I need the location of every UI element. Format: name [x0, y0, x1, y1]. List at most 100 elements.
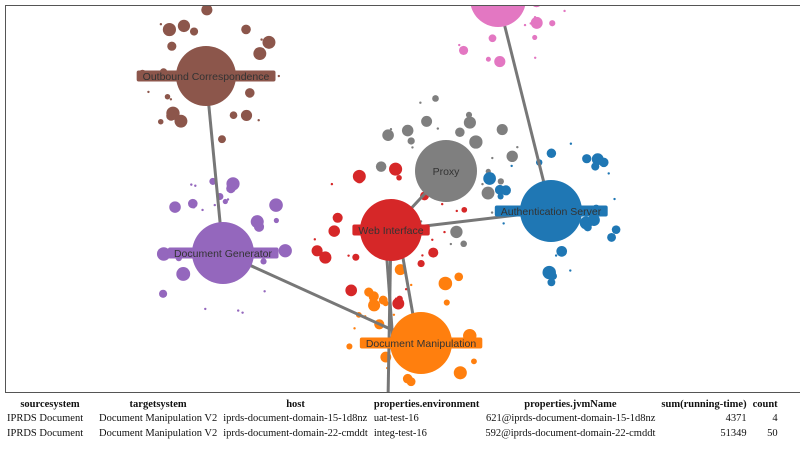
satellite-dot-auth — [569, 269, 572, 272]
satellite-dot-docgen — [260, 258, 267, 265]
satellite-dot-pink — [533, 56, 537, 59]
satellite-dot-auth — [510, 164, 513, 168]
col-environment[interactable]: properties.environment — [373, 398, 480, 410]
cell-count: 50 — [767, 428, 778, 439]
satellite-dot-outbound — [245, 88, 255, 98]
col-host[interactable]: host — [286, 398, 305, 410]
satellite-dot-pink — [485, 56, 491, 62]
satellite-dot-outbound — [229, 111, 238, 120]
satellite-dot-proxy — [449, 242, 453, 246]
satellite-dot-web — [328, 225, 340, 237]
satellite-dot-web — [319, 251, 332, 264]
satellite-dot-outbound — [240, 109, 253, 122]
results-table: sourcesystem targetsystem host propertie… — [4, 397, 781, 441]
satellite-dot-pink — [523, 23, 527, 27]
satellite-dot-outbound — [164, 93, 171, 100]
edge-web-docmanip[interactable] — [401, 257, 415, 316]
col-running-time[interactable]: sum(running-time) — [661, 398, 747, 410]
satellite-dot-web — [352, 169, 366, 183]
satellite-dot-web — [332, 212, 343, 223]
satellite-dot-outbound — [262, 35, 276, 49]
satellite-dot-proxy — [481, 182, 484, 186]
satellite-dot-auth — [607, 172, 610, 175]
satellite-dot-outbound — [157, 118, 164, 125]
cell-running-time: 51349 — [720, 428, 747, 439]
satellite-dot-outbound — [159, 23, 163, 26]
satellite-dot-outbound — [189, 27, 199, 36]
satellite-dot-docmanip — [454, 272, 464, 282]
graph-canvas[interactable]: Outbound Correspondence Document Generato… — [5, 5, 800, 393]
node-auth[interactable]: Authentication Server — [494, 180, 608, 242]
satellite-dot-docmanip — [369, 297, 375, 304]
satellite-dot-pink — [488, 34, 497, 43]
satellite-dot-docgen — [192, 206, 196, 209]
satellite-dot-web — [392, 297, 405, 310]
satellite-dot-pink — [563, 9, 566, 13]
node-circle[interactable] — [415, 140, 477, 202]
satellite-dot-web — [394, 297, 398, 300]
node-circle[interactable] — [470, 5, 526, 27]
satellite-dot-outbound — [174, 114, 188, 128]
node-web[interactable]: Web Interface — [352, 199, 430, 261]
satellite-dot-docgen — [269, 198, 283, 212]
node-docmanip[interactable]: Document Manipulation — [359, 312, 483, 374]
satellite-dot-outbound — [169, 98, 173, 101]
cell-running-time: 4371 — [725, 413, 747, 424]
satellite-dot-docmanip — [438, 276, 453, 291]
satellite-dot-outbound — [253, 47, 267, 61]
satellite-dot-outbound — [166, 110, 177, 121]
satellite-dot-outbound — [260, 38, 263, 41]
satellite-dot-web — [345, 284, 358, 297]
satellite-dot-proxy — [389, 128, 393, 131]
col-targetsystem[interactable]: targetsystem — [129, 398, 187, 410]
node-pink[interactable] — [470, 5, 526, 27]
satellite-dot-docgen — [156, 247, 171, 261]
satellite-dot-auth — [497, 193, 504, 200]
satellite-dot-auth — [591, 162, 600, 171]
satellite-dot-docmanip — [406, 377, 416, 387]
satellite-dot-auth — [546, 148, 557, 159]
node-docgen[interactable]: Document Generator — [167, 222, 279, 284]
col-jvmname[interactable]: properties.jvmName — [524, 398, 617, 410]
satellite-dot-proxy — [460, 240, 467, 248]
cell-jvmname: 592@iprds-document-domain-22-cmddt — [485, 428, 656, 439]
satellite-dot-web — [417, 259, 425, 268]
satellite-dot-auth — [554, 254, 558, 257]
col-sourcesystem[interactable]: sourcesystem — [20, 398, 80, 410]
node-label: Outbound Correspondence — [143, 71, 270, 83]
satellite-dot-outbound — [162, 23, 177, 37]
service-graph[interactable]: Outbound Correspondence Document Generato… — [5, 5, 800, 393]
satellite-dot-web — [396, 174, 402, 181]
satellite-dot-auth — [582, 154, 592, 164]
satellite-dot-docgen — [213, 203, 216, 207]
col-count[interactable]: count — [752, 398, 778, 410]
satellite-dot-proxy — [491, 156, 494, 160]
node-label: Document Manipulation — [366, 338, 476, 350]
node-proxy[interactable]: Proxy — [415, 140, 477, 202]
satellite-dot-docgen — [253, 221, 265, 232]
edge-pink-auth[interactable] — [498, 5, 553, 212]
node-label: Web Interface — [358, 225, 423, 237]
node-label: Authentication Server — [501, 206, 602, 218]
node-label: Document Generator — [174, 248, 273, 260]
satellite-dot-pink — [458, 43, 461, 47]
satellite-dot-pink — [494, 56, 506, 68]
node-outbound[interactable]: Outbound Correspondence — [136, 46, 276, 106]
satellite-dot-outbound — [277, 74, 281, 78]
satellite-dot-docgen — [263, 290, 266, 293]
satellite-dot-docmanip — [346, 343, 353, 350]
satellite-dot-auth — [611, 225, 621, 234]
satellite-dot-docgen — [176, 267, 191, 281]
satellite-dot-web — [352, 253, 360, 261]
satellite-dot-outbound — [177, 19, 191, 33]
table-row[interactable]: IPRDS Document Document Manipulation V2 … — [4, 411, 781, 426]
satellite-dot-docmanip — [443, 299, 450, 306]
satellite-dot-auth — [607, 232, 616, 242]
satellite-dot-proxy — [497, 178, 504, 185]
satellite-dot-outbound — [241, 24, 251, 35]
table-row[interactable]: IPRDS Document Document Manipulation V2 … — [4, 426, 781, 441]
satellite-dot-proxy — [463, 116, 476, 129]
satellite-dot-docmanip — [378, 295, 388, 305]
satellite-dot-docgen — [278, 244, 292, 258]
table-header-row: sourcesystem targetsystem host propertie… — [4, 397, 781, 411]
